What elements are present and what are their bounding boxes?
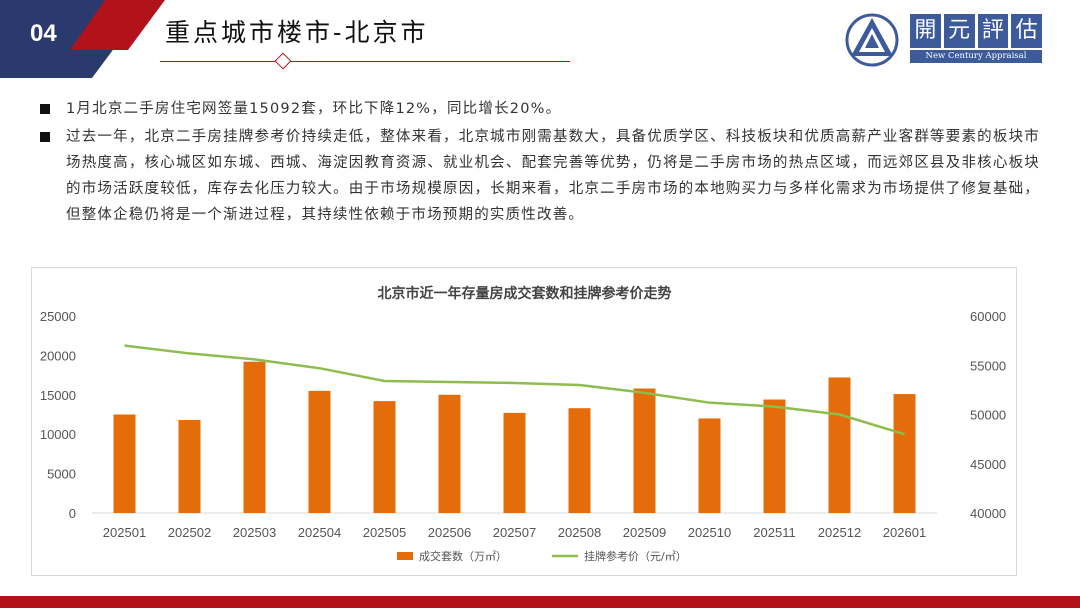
bar xyxy=(568,408,591,513)
y-right-tick-label: 45000 xyxy=(970,457,1006,472)
y-left-tick-label: 5000 xyxy=(47,467,76,482)
x-tick-label: 202507 xyxy=(493,525,536,540)
bullet-text: 1月北京二手房住宅网签量15092套，环比下降12%，同比增长20%。 xyxy=(66,101,562,117)
y-left-tick-label: 0 xyxy=(69,506,76,521)
footer-bar xyxy=(0,596,1080,608)
bar xyxy=(373,401,396,513)
bar xyxy=(828,377,851,513)
section-number: 04 xyxy=(30,20,57,47)
page-title: 重点城市楼市-北京市 xyxy=(165,18,429,47)
series-line xyxy=(124,344,905,436)
bar xyxy=(438,394,461,513)
chart-frame: 北京市近一年存量房成交套数和挂牌参考价走势 0 5000 10000 15000 2000… xyxy=(31,267,1017,576)
legend-swatch-bar xyxy=(397,552,413,560)
bar xyxy=(763,399,786,513)
bullet-item: 1月北京二手房住宅网签量15092套，环比下降12%，同比增长20%。 xyxy=(40,96,1040,122)
x-tick-label: 202506 xyxy=(428,525,471,540)
x-tick-label: 202510 xyxy=(688,525,731,540)
logo-english-name: New Century Appraisal xyxy=(910,50,1042,63)
bar xyxy=(178,420,201,513)
y-right-tick-label: 55000 xyxy=(970,358,1006,373)
company-logo-wordmark: 開 元 評 估 New Century Appraisal xyxy=(910,14,1042,64)
bar xyxy=(503,412,526,513)
bar xyxy=(243,361,266,513)
title-underline xyxy=(160,61,570,62)
bullet-square-icon xyxy=(40,104,50,114)
y-right-tick-label: 60000 xyxy=(970,309,1006,324)
chart-title: 北京市近一年存量房成交套数和挂牌参考价走势 xyxy=(378,285,672,302)
x-tick-label: 202501 xyxy=(103,525,146,540)
y-right-tick-label: 50000 xyxy=(970,408,1006,423)
bar xyxy=(893,394,916,513)
legend-label: 挂牌参考价（元/㎡） xyxy=(584,549,687,563)
logo-char: 評 xyxy=(977,14,1009,48)
legend-label: 成交套数（万㎡） xyxy=(419,549,507,563)
y-left-tick-label: 25000 xyxy=(40,309,76,324)
x-tick-label: 202502 xyxy=(168,525,211,540)
bar xyxy=(633,388,656,513)
logo-char: 開 xyxy=(910,14,941,48)
bullet-square-icon xyxy=(40,132,50,142)
company-logo-icon xyxy=(845,13,899,67)
y-right-tick-label: 40000 xyxy=(970,506,1006,521)
y-left-tick-label: 15000 xyxy=(40,388,76,403)
combo-chart: 北京市近一年存量房成交套数和挂牌参考价走势 0 5000 10000 15000 2000… xyxy=(40,285,1006,563)
x-tick-label: 202505 xyxy=(363,525,406,540)
y-left-tick-label: 20000 xyxy=(40,348,76,363)
x-tick-label: 202503 xyxy=(233,525,276,540)
bar xyxy=(698,418,721,513)
x-tick-label: 202511 xyxy=(753,525,795,540)
logo-char: 元 xyxy=(943,14,975,48)
bullet-item: 过去一年，北京二手房挂牌参考价持续走低，整体来看，北京城市刚需基数大，具备优质学… xyxy=(40,124,1040,228)
x-tick-label: 202508 xyxy=(558,525,601,540)
bullet-list: 1月北京二手房住宅网签量15092套，环比下降12%，同比增长20%。 过去一年… xyxy=(40,96,1040,228)
x-tick-label: 202512 xyxy=(818,525,861,540)
x-tick-label: 202504 xyxy=(298,525,341,540)
y-left-tick-label: 10000 xyxy=(40,427,76,442)
logo-char: 估 xyxy=(1011,14,1042,48)
bar xyxy=(113,414,136,513)
title-diamond-ornament xyxy=(274,52,292,70)
x-tick-label: 202601 xyxy=(883,525,926,540)
bar xyxy=(308,390,331,513)
bullet-text: 过去一年，北京二手房挂牌参考价持续走低，整体来看，北京城市刚需基数大，具备优质学… xyxy=(66,129,1040,223)
x-tick-label: 202509 xyxy=(623,525,666,540)
